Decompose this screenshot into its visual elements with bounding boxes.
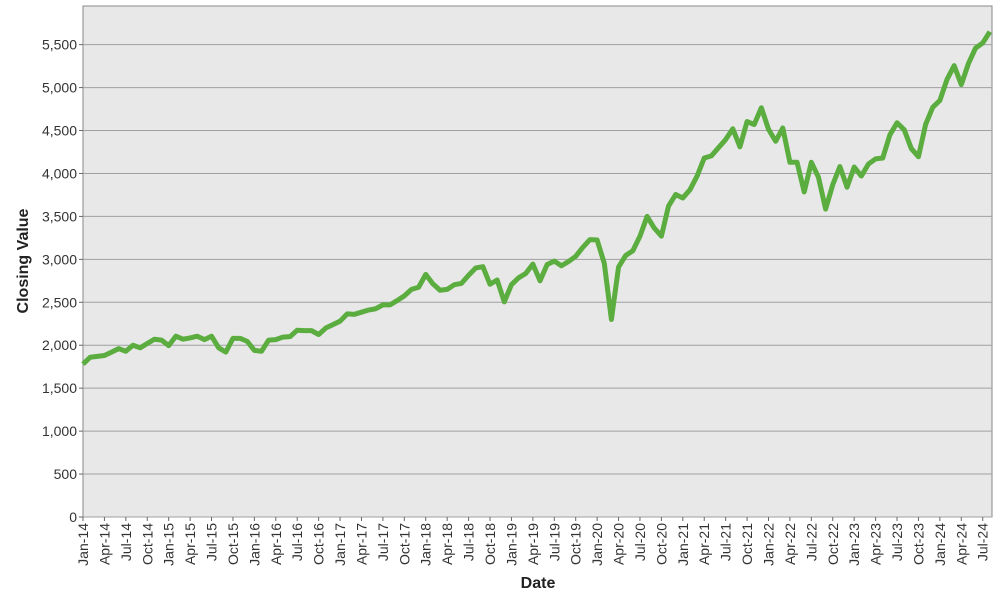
- line-series: [81, 30, 992, 366]
- x-tick-label: Jan-19: [503, 523, 519, 566]
- x-tick-label: Jul-23: [889, 523, 905, 561]
- x-tick-label: Apr-16: [268, 523, 284, 565]
- x-tick-label: Jul-20: [632, 523, 648, 561]
- x-tick-label: Jul-21: [718, 523, 734, 561]
- x-tick-label: Jul-18: [461, 523, 477, 561]
- x-tick-label: Jul-16: [289, 523, 305, 561]
- x-tick-label: Jan-20: [589, 523, 605, 566]
- x-tick-label: Oct-20: [653, 523, 669, 565]
- x-tick-label: Jan-18: [418, 523, 434, 566]
- x-tick-label: Apr-15: [182, 523, 198, 565]
- x-tick-label: Oct-17: [396, 523, 412, 565]
- x-tick-label: Oct-21: [739, 523, 755, 565]
- y-axis-title: Closing Value: [15, 208, 32, 313]
- x-tick-label: Jul-22: [803, 523, 819, 561]
- x-tick-label: Jan-16: [246, 523, 262, 566]
- plot-area: [82, 5, 993, 518]
- y-tick-label: 1,000: [42, 423, 77, 439]
- y-tick-label: 5,000: [42, 80, 77, 96]
- x-tick-label: Apr-20: [611, 523, 627, 565]
- y-tick-label: 0: [69, 509, 77, 525]
- y-tick-label: 3,500: [42, 208, 77, 224]
- x-tick-label: Oct-14: [139, 523, 155, 565]
- x-tick-label: Jan-22: [760, 523, 776, 566]
- x-tick-label: Apr-21: [696, 523, 712, 565]
- x-tick-label: Jan-24: [932, 523, 948, 566]
- x-tick-label: Apr-14: [96, 523, 112, 565]
- x-tick-label: Oct-16: [311, 523, 327, 565]
- x-tick-label: Jul-19: [546, 523, 562, 561]
- x-tick-label: Jul-14: [118, 523, 134, 561]
- x-tick-label: Apr-22: [782, 523, 798, 565]
- y-tick-label: 3,000: [42, 251, 77, 267]
- x-tick-label: Jul-17: [375, 523, 391, 561]
- y-tick-label: 2,500: [42, 294, 77, 310]
- x-tick-label: Jul-15: [204, 523, 220, 561]
- x-tick-label: Apr-19: [525, 523, 541, 565]
- x-tick-label: Jan-14: [75, 523, 91, 566]
- x-tick-label: Apr-18: [439, 523, 455, 565]
- x-tick-label: Apr-23: [868, 523, 884, 565]
- x-tick-label: Jan-23: [846, 523, 862, 566]
- x-tick-label: Oct-22: [825, 523, 841, 565]
- y-tick-label: 500: [54, 466, 78, 482]
- y-tick-label: 1,500: [42, 380, 77, 396]
- x-tick-label: Oct-23: [910, 523, 926, 565]
- x-tick-label: Apr-24: [953, 523, 969, 565]
- y-tick-label: 5,500: [42, 37, 77, 53]
- x-tick-label: Jan-17: [332, 523, 348, 566]
- x-axis-title: Date: [521, 575, 556, 592]
- y-tick-label: 2,000: [42, 337, 77, 353]
- x-tick-label: Oct-19: [568, 523, 584, 565]
- x-tick-label: Jan-15: [161, 523, 177, 566]
- x-tick-label: Jul-24: [975, 523, 991, 561]
- x-tick-label: Apr-17: [353, 523, 369, 565]
- x-tick-label: Oct-18: [482, 523, 498, 565]
- x-tick-label: Jan-21: [675, 523, 691, 566]
- x-tick-label: Oct-15: [225, 523, 241, 565]
- y-tick-label: 4,500: [42, 123, 77, 139]
- y-tick-label: 4,000: [42, 165, 77, 181]
